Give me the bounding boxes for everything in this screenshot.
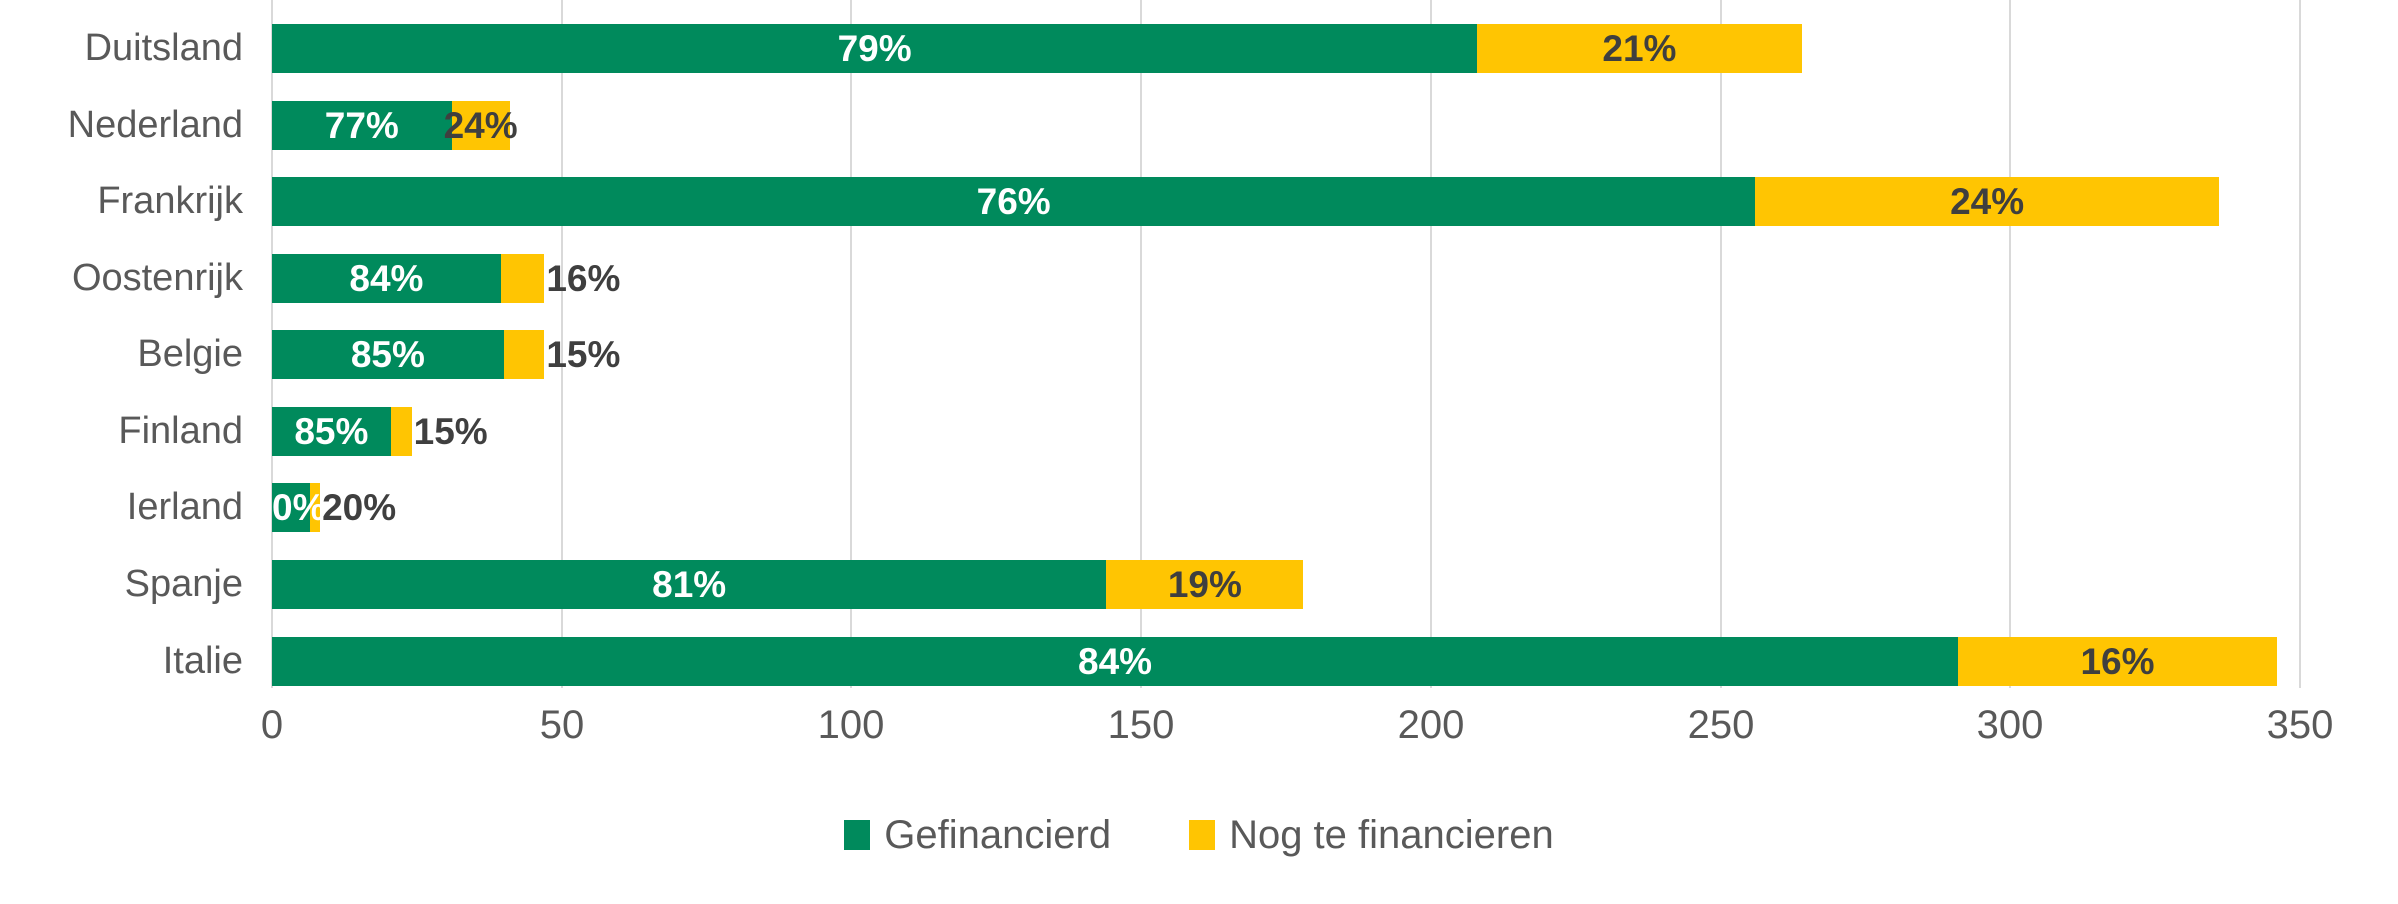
funded-segment bbox=[272, 560, 1107, 609]
funded-segment bbox=[272, 637, 1959, 686]
gridline bbox=[2299, 0, 2301, 688]
remaining-label: 21% bbox=[1602, 28, 1677, 69]
category-label: Frankrijk bbox=[97, 180, 243, 222]
remaining-segment bbox=[390, 407, 412, 456]
funded-label: 85% bbox=[294, 411, 369, 452]
bar-row: 84% 16% bbox=[272, 254, 2300, 303]
remaining-segment bbox=[451, 101, 510, 150]
x-tick-label: 200 bbox=[1397, 703, 1465, 747]
x-tick-label: 250 bbox=[1687, 703, 1755, 747]
x-tick-label: 0 bbox=[260, 703, 284, 747]
funded-segment bbox=[272, 101, 452, 150]
x-tick-label: 300 bbox=[1976, 703, 2044, 747]
gridline bbox=[850, 0, 852, 688]
category-label: Nederland bbox=[67, 104, 243, 146]
remaining-label: 16% bbox=[546, 258, 621, 299]
bar-row: 85% 15% bbox=[272, 407, 2300, 456]
x-tick-label: 350 bbox=[2266, 703, 2334, 747]
remaining-segment bbox=[1958, 637, 2277, 686]
funded-segment bbox=[272, 177, 1756, 226]
legend-item: Nog te financieren bbox=[1189, 800, 1554, 870]
bar-row: 84% 16% bbox=[272, 637, 2300, 686]
legend-label: Nog te financieren bbox=[1229, 813, 1554, 857]
remaining-segment bbox=[1106, 560, 1304, 609]
funded-label: 85% bbox=[350, 334, 425, 375]
gridline bbox=[2009, 0, 2011, 688]
funded-label: 81% bbox=[652, 564, 727, 605]
remaining-label: 15% bbox=[413, 411, 488, 452]
funded-segment bbox=[272, 24, 1478, 73]
remaining-segment bbox=[503, 330, 545, 379]
remaining-label: 20% bbox=[322, 487, 397, 528]
x-axis: 0 50 100 150 200 250 300 350 bbox=[0, 700, 2398, 750]
bar-row: 79% 21% bbox=[272, 24, 2300, 73]
legend-swatch-icon bbox=[1189, 820, 1216, 850]
remaining-segment bbox=[310, 483, 321, 532]
remaining-label: 24% bbox=[443, 105, 518, 146]
remaining-label: 19% bbox=[1167, 564, 1242, 605]
bar-row: 77% 24% bbox=[272, 101, 2300, 150]
category-label: Finland bbox=[118, 410, 243, 452]
remaining-segment bbox=[1755, 177, 2219, 226]
funded-segment bbox=[272, 254, 501, 303]
funded-label: 84% bbox=[349, 258, 424, 299]
funded-segment bbox=[272, 483, 311, 532]
funded-label: 77% bbox=[324, 105, 399, 146]
x-tick-label: 100 bbox=[817, 703, 885, 747]
funded-label: 76% bbox=[976, 181, 1051, 222]
gridline bbox=[1140, 0, 1142, 688]
category-axis: Duitsland Nederland Frankrijk Oostenrijk Bel… bbox=[0, 0, 243, 690]
remaining-label: 15% bbox=[546, 334, 621, 375]
remaining-label: 24% bbox=[1950, 181, 2025, 222]
legend-swatch-icon bbox=[844, 820, 871, 850]
gridline bbox=[1430, 0, 1432, 688]
remaining-label: 16% bbox=[2080, 641, 2155, 682]
legend-label: Gefinancierd bbox=[884, 813, 1112, 857]
gridline bbox=[561, 0, 563, 688]
funded-segment bbox=[272, 407, 391, 456]
legend: Gefinancierd Nog te financieren bbox=[0, 800, 2398, 870]
category-label: Duitsland bbox=[84, 27, 243, 69]
funded-segment bbox=[272, 330, 504, 379]
gridline bbox=[1720, 0, 1722, 688]
remaining-segment bbox=[1477, 24, 1802, 73]
bar-row: 76% 24% bbox=[272, 177, 2300, 226]
x-tick-label: 50 bbox=[539, 703, 585, 747]
category-label: Ierland bbox=[126, 486, 243, 528]
plot-area: 79% 21% 77% 24% 76% 24% 84% 16% 85% 15% 85% 15% 0% 20… bbox=[271, 0, 2301, 690]
legend-item: Gefinancierd bbox=[844, 800, 1111, 870]
funded-label: 0% bbox=[272, 487, 326, 528]
remaining-segment bbox=[500, 254, 545, 303]
bar-row: 85% 15% bbox=[272, 330, 2300, 379]
funded-label: 79% bbox=[837, 28, 912, 69]
x-tick-label: 150 bbox=[1107, 703, 1175, 747]
category-label: Spanje bbox=[124, 563, 243, 605]
bar-row: 81% 19% bbox=[272, 560, 2300, 609]
bar-row: 0% 20% bbox=[272, 483, 2300, 532]
category-label: Oostenrijk bbox=[71, 257, 243, 299]
category-label: Italie bbox=[162, 640, 243, 682]
funded-label: 84% bbox=[1078, 641, 1153, 682]
category-label: Belgie bbox=[137, 333, 243, 375]
